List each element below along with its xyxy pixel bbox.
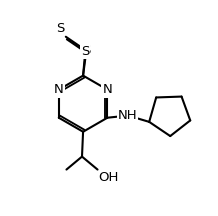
Text: OH: OH bbox=[99, 171, 119, 184]
Text: N: N bbox=[54, 83, 64, 96]
Text: S: S bbox=[82, 44, 90, 57]
Text: S: S bbox=[81, 45, 89, 58]
Text: NH: NH bbox=[118, 109, 138, 122]
Text: N: N bbox=[102, 83, 112, 96]
Text: S: S bbox=[56, 22, 65, 35]
